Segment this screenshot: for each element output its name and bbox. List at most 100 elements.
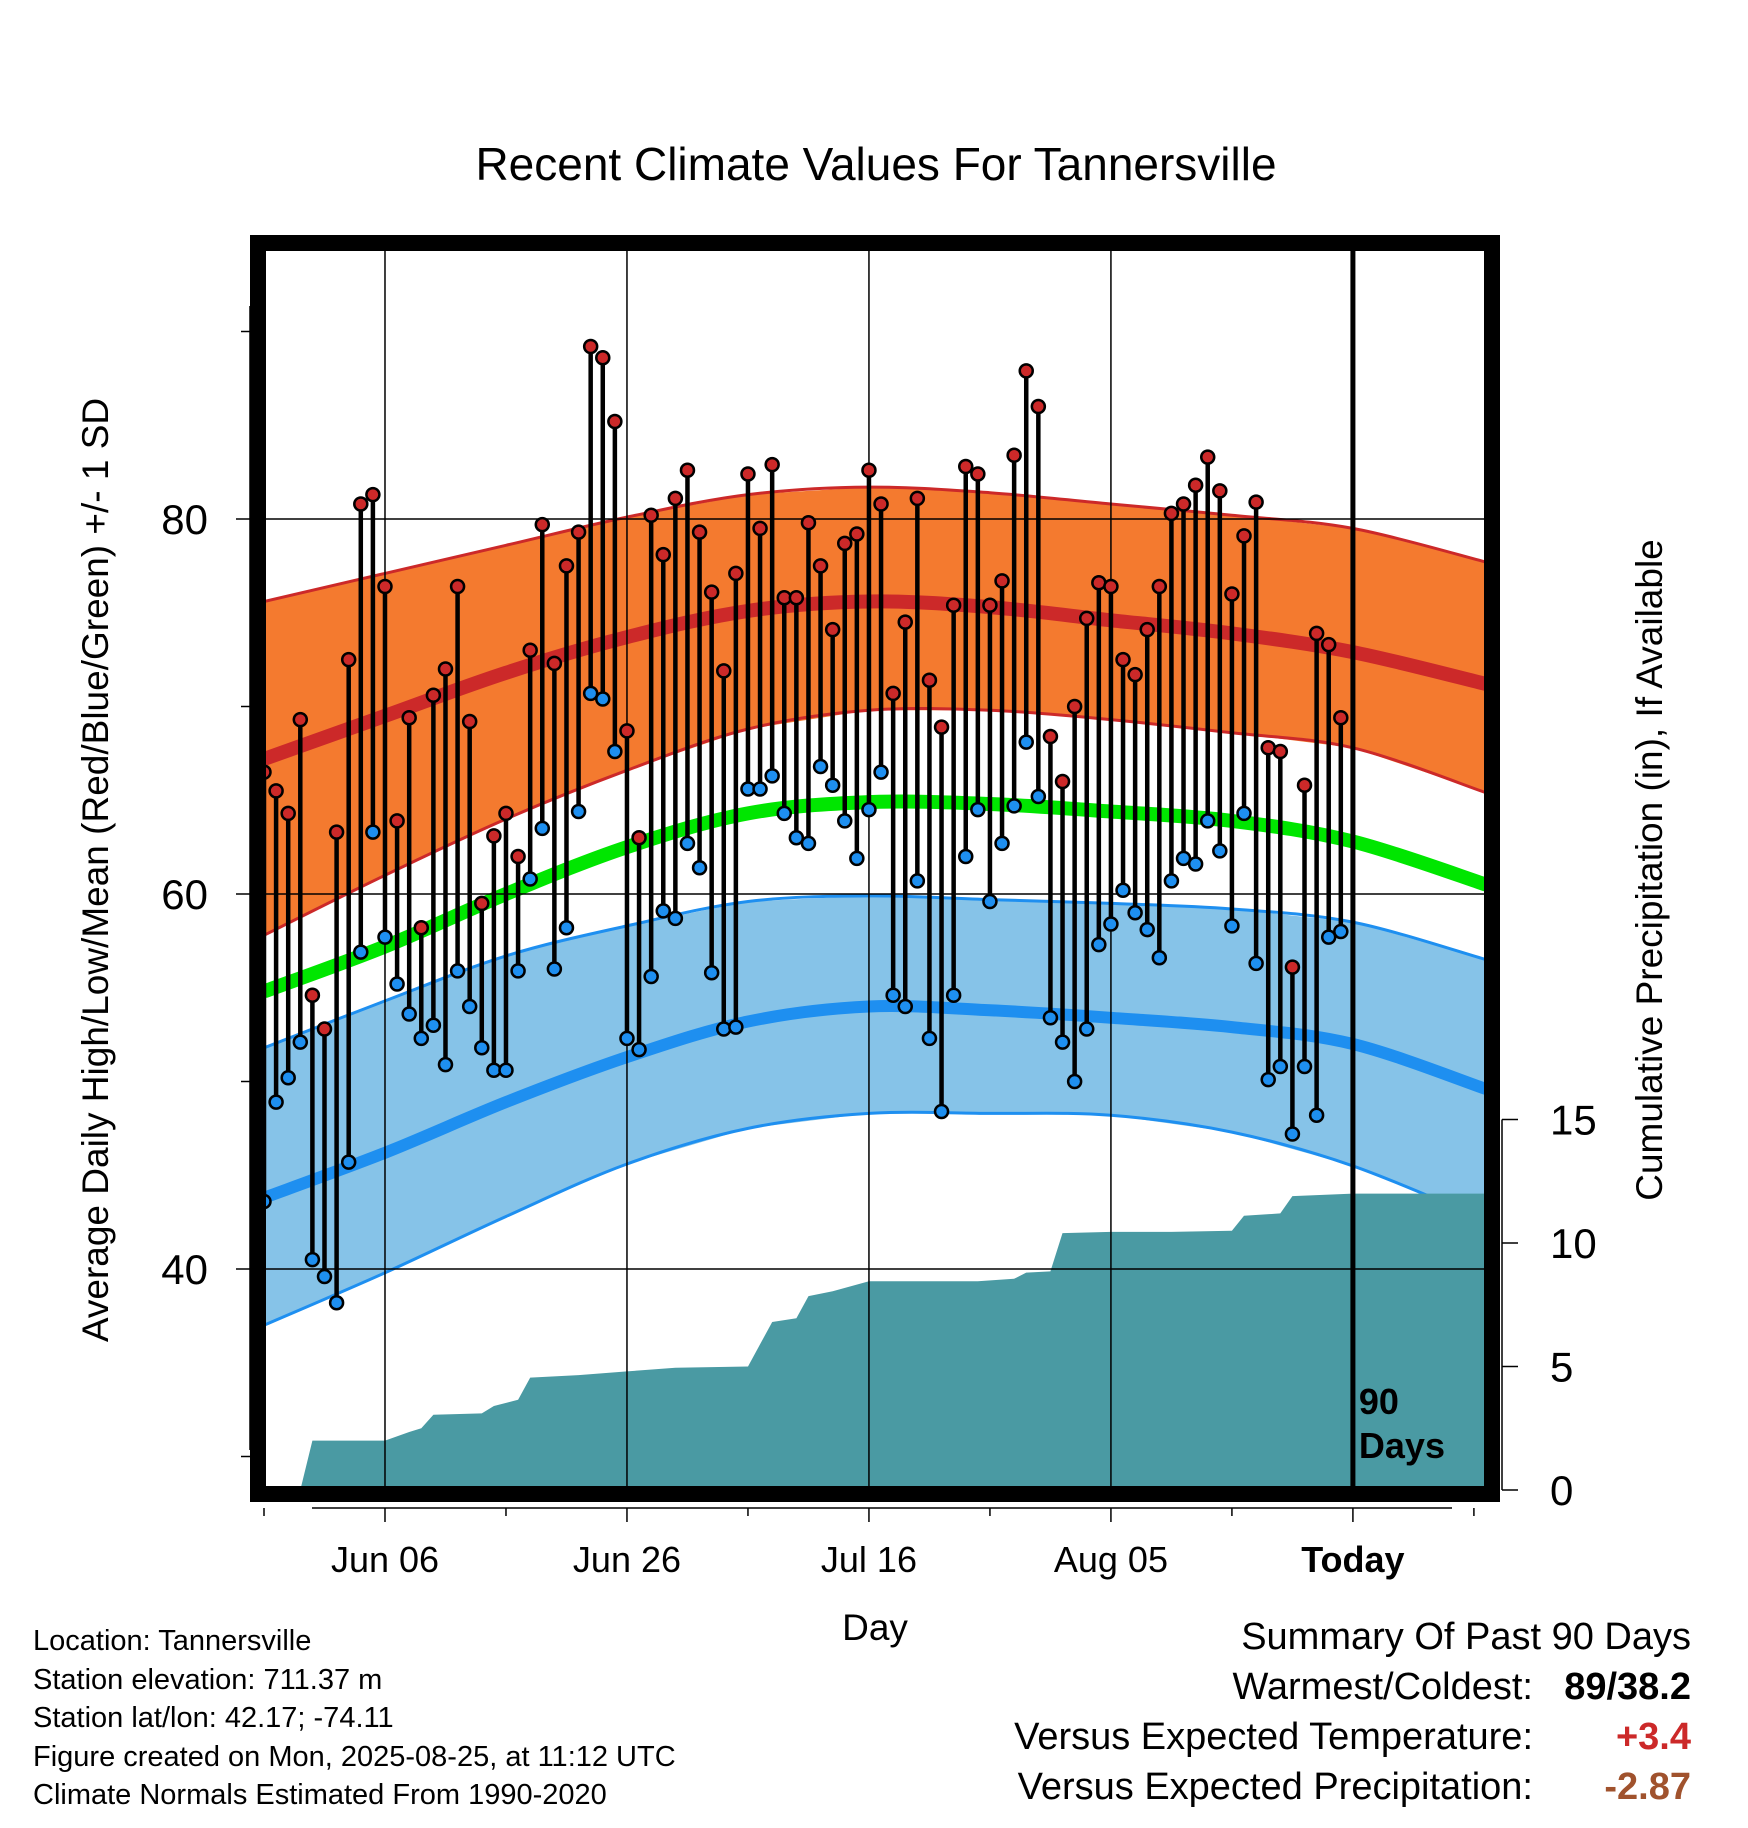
daily-low-point	[437, 1056, 454, 1073]
daily-low-point	[837, 813, 853, 829]
daily-high-point	[292, 711, 309, 728]
daily-high-point	[268, 783, 284, 799]
daily-high-point	[1042, 728, 1059, 745]
daily-high-point	[401, 710, 417, 726]
daily-high-point	[437, 661, 454, 677]
daily-high-point	[1078, 610, 1095, 627]
daily-low-point	[885, 987, 901, 1003]
daily-low-point	[1272, 1058, 1289, 1075]
daily-high-point	[837, 535, 853, 552]
daily-low-point	[861, 801, 877, 818]
normals-text: Climate Normals Estimated From 1990-2020	[33, 1779, 607, 1811]
daily-low-point	[1308, 1107, 1325, 1123]
daily-high-point	[945, 597, 962, 613]
axes: 40 60 80 0 5 10 15 Jun 06 Jun 26 Jul 16 Aug 05 Toda…	[161, 306, 1597, 1580]
daily-high-point	[1030, 398, 1047, 415]
daily-high-point	[861, 462, 877, 478]
chart-title: Recent Climate Values For Tannersville	[475, 138, 1276, 190]
daily-high-point	[1296, 777, 1313, 793]
daily-low-point	[461, 998, 478, 1015]
daily-low-point	[873, 764, 889, 780]
daily-low-point	[1199, 813, 1216, 829]
daily-low-point	[498, 1062, 514, 1078]
warmest-label: Warmest/Coldest:	[1232, 1666, 1533, 1708]
daily-high-point	[425, 687, 442, 703]
precip-area	[300, 1193, 1486, 1490]
daily-low-point	[1127, 905, 1143, 921]
precip-label: Versus Expected Precipitation:	[1017, 1766, 1533, 1808]
daily-low-point	[1042, 1010, 1059, 1026]
daily-high-point	[1308, 625, 1325, 642]
daily-high-point	[679, 462, 696, 478]
y2-axis-label: Cumulative Precipitation (in), If Availa…	[1629, 539, 1670, 1201]
x-tick-label: Jul 16	[821, 1539, 917, 1580]
daily-low-point	[1248, 955, 1264, 972]
daily-high-point	[982, 597, 998, 613]
daily-low-point	[425, 1017, 442, 1033]
daily-low-point	[812, 758, 829, 775]
location-text: Location: Tannersville	[33, 1625, 312, 1657]
daily-high-point	[1320, 636, 1337, 653]
daily-high-point	[316, 1021, 333, 1037]
daily-low-point	[909, 873, 926, 889]
daily-low-point	[716, 1021, 732, 1037]
daily-high-point	[522, 642, 538, 658]
daily-high-point	[994, 573, 1010, 589]
temp-value: +3.4	[1615, 1716, 1691, 1758]
daily-low-point	[752, 781, 768, 797]
y-tick-label: 40	[161, 1246, 208, 1293]
daily-high-point	[582, 338, 599, 355]
daily-high-point	[788, 590, 805, 606]
daily-low-point	[365, 824, 381, 840]
y-tick-label: 60	[161, 871, 208, 918]
daily-low-point	[982, 893, 998, 910]
daily-low-point	[413, 1030, 430, 1047]
daily-low-point	[1115, 882, 1131, 898]
daily-low-point	[1151, 950, 1168, 966]
y-axis-label: Average Daily High/Low/Mean (Red/Blue/Gr…	[75, 398, 116, 1342]
daily-low-point	[970, 801, 986, 818]
daily-high-point	[812, 558, 829, 574]
cumulative-precip-area	[300, 1193, 1486, 1490]
daily-high-point	[1175, 496, 1192, 512]
daily-high-point	[909, 490, 926, 507]
daily-high-point	[328, 824, 345, 840]
daily-high-point	[1151, 578, 1168, 595]
daily-high-point	[1212, 483, 1228, 499]
summary-panel: Summary Of Past 90 Days Warmest/Coldest:…	[1014, 1612, 1691, 1812]
daily-low-point	[522, 871, 538, 887]
daily-low-point	[353, 944, 369, 960]
daily-low-point	[292, 1034, 309, 1050]
daily-low-point	[570, 803, 587, 820]
daily-low-point	[280, 1070, 296, 1086]
daily-low-point	[1224, 918, 1240, 934]
y-tick-label: 80	[161, 496, 208, 543]
y2-tick-label: 10	[1550, 1220, 1597, 1267]
daily-high-point	[486, 828, 502, 844]
latlon-text: Station lat/lon: 42.17; -74.11	[33, 1702, 394, 1734]
daily-low-point	[1030, 788, 1047, 805]
daily-high-point	[691, 524, 708, 540]
daily-high-point	[631, 830, 647, 846]
daily-high-point	[461, 713, 478, 730]
daily-high-point	[1054, 773, 1071, 790]
daily-high-point	[377, 578, 393, 595]
daily-low-point	[619, 1030, 635, 1047]
daily-high-point	[1018, 363, 1034, 379]
daily-high-point	[1006, 447, 1022, 463]
daily-high-point	[740, 466, 756, 482]
daily-high-point	[474, 895, 490, 912]
daily-high-point	[764, 456, 780, 473]
daily-low-point	[1163, 873, 1180, 889]
daily-low-point	[994, 835, 1010, 852]
warmest-value: 89/38.2	[1564, 1666, 1691, 1708]
temp-label: Versus Expected Temperature:	[1014, 1716, 1533, 1758]
daily-low-point	[389, 976, 405, 992]
daily-low-point	[316, 1268, 333, 1285]
today-annotation-line2: Days	[1359, 1425, 1445, 1466]
daily-low-point	[1260, 1071, 1276, 1088]
daily-high-point	[510, 848, 526, 865]
daily-low-point	[788, 830, 805, 846]
daily-low-point	[800, 835, 817, 852]
x-tick-label: Aug 05	[1054, 1539, 1168, 1580]
